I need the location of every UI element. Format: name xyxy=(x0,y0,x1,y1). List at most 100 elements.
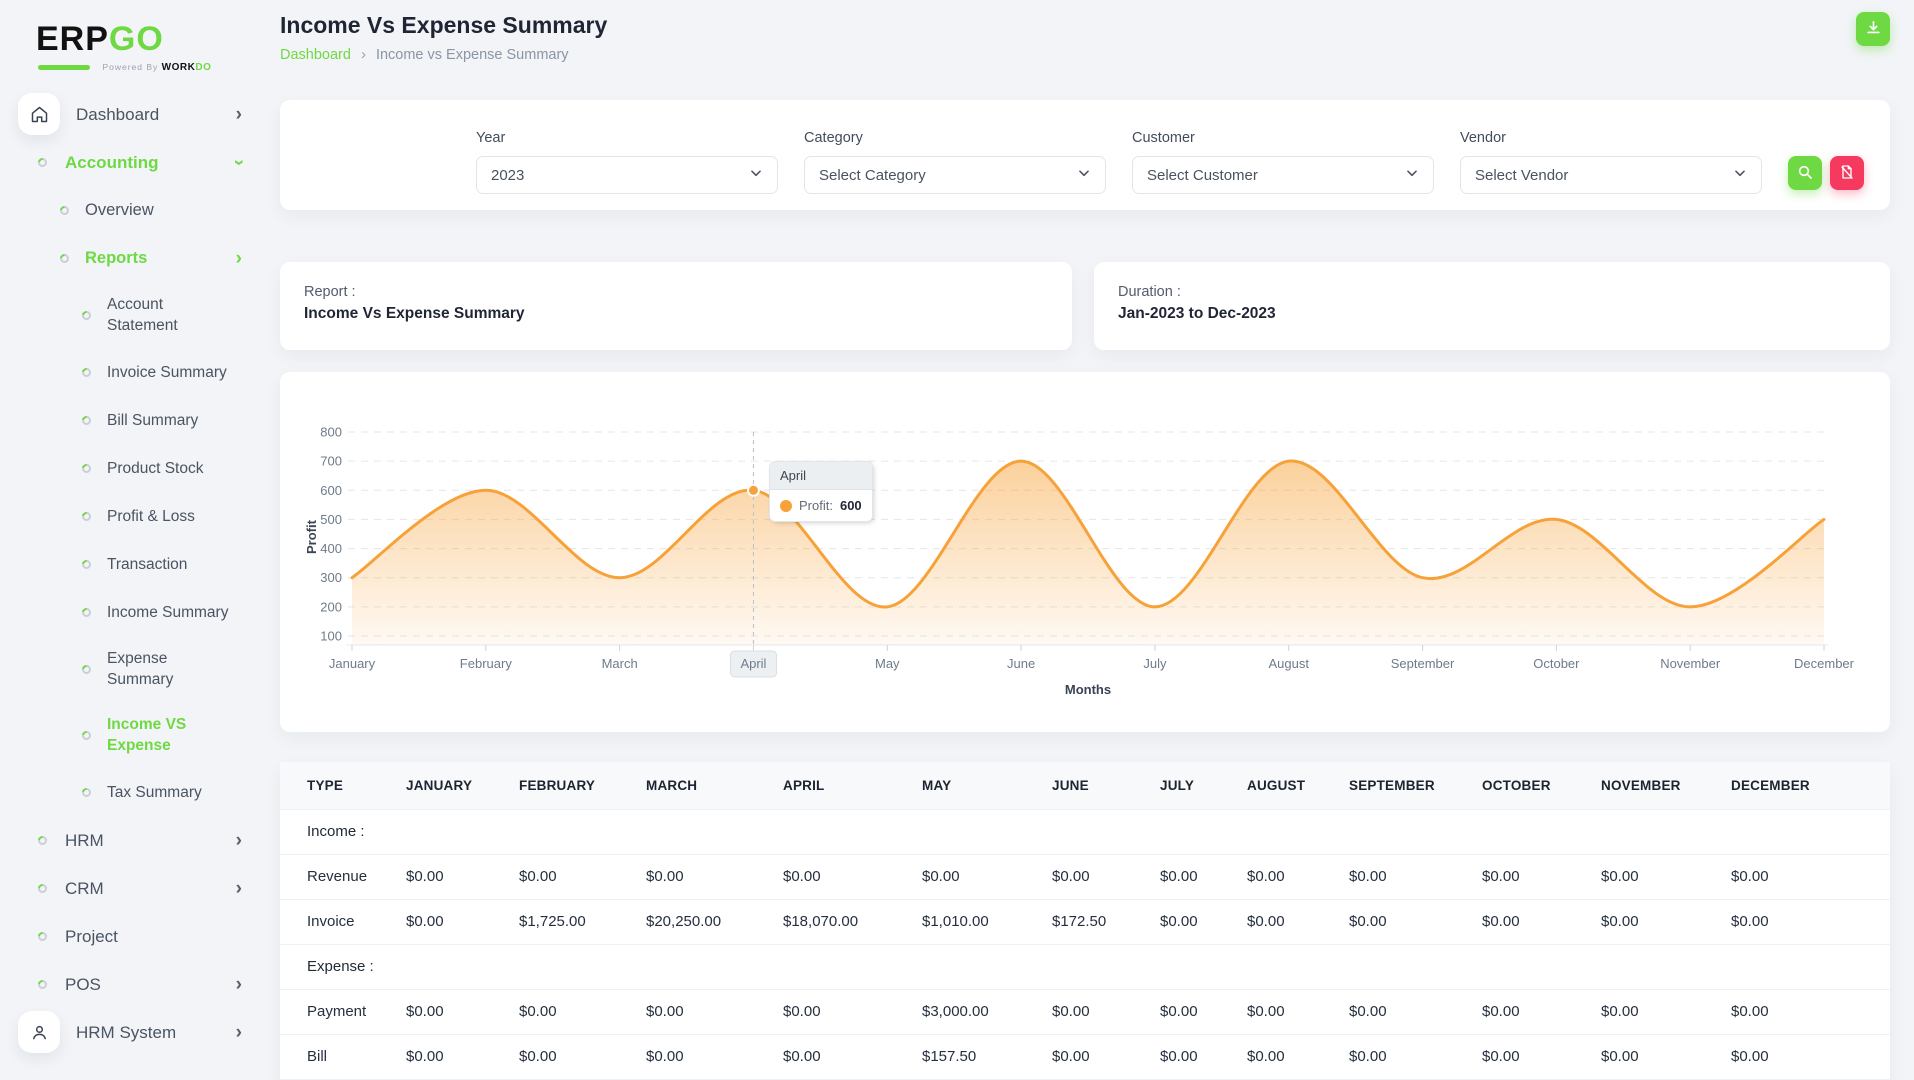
bullet-ring-icon xyxy=(80,557,93,571)
chart-tooltip: April Profit: 600 xyxy=(769,461,873,522)
customer-label: Customer xyxy=(1132,130,1195,146)
sidebar: ERPGO Powered By WORKDO Dashboard › Accoun… xyxy=(0,0,264,1080)
table-row-invoice: Invoice $0.00 $1,725.00 $20,250.00 $18,070.0… xyxy=(280,899,1890,945)
x-axis-label: December xyxy=(1794,656,1855,671)
svg-text:500: 500 xyxy=(320,512,342,527)
bullet-ring-icon xyxy=(36,833,49,847)
sidebar-item-tax-summary[interactable]: Tax Summary xyxy=(10,768,256,816)
sidebar-item-hrm-system[interactable]: HRM System › xyxy=(10,1008,256,1056)
bullet-ring-icon xyxy=(80,308,93,322)
column-header-october: OCTOBER xyxy=(1476,762,1595,810)
chevron-right-icon: › xyxy=(235,973,242,995)
svg-text:400: 400 xyxy=(320,541,342,556)
sidebar-item-project[interactable]: Project xyxy=(10,912,256,960)
sidebar-item-label: Income Summary xyxy=(107,603,229,621)
amount-cell: $0.00 xyxy=(400,989,513,1035)
bullet-ring-icon xyxy=(36,155,49,169)
bullet-ring-icon xyxy=(36,929,49,943)
amount-cell: $0.00 xyxy=(916,854,1046,900)
sidebar-item-label: CRM xyxy=(65,878,104,898)
sidebar-item-profit-loss[interactable]: Profit & Loss xyxy=(10,492,256,540)
amount-cell: $0.00 xyxy=(1476,1034,1595,1080)
amount-cell: $0.00 xyxy=(1241,989,1343,1035)
profit-chart-card: 800 700 600 500 400 300 200 100 January February M… xyxy=(280,372,1890,732)
amount-cell: $0.00 xyxy=(1046,989,1154,1035)
amount-cell: $0.00 xyxy=(1154,1034,1241,1080)
sidebar-item-dashboard[interactable]: Dashboard › xyxy=(10,90,256,138)
column-header-november: NOVEMBER xyxy=(1595,762,1725,810)
chevron-right-icon: › xyxy=(235,1021,242,1043)
filter-card: Year 2023 Category Select Category Custo… xyxy=(280,100,1890,210)
bullet-ring-icon xyxy=(80,728,93,742)
app-logo[interactable]: ERPGO Powered By WORKDO xyxy=(10,14,256,90)
sidebar-item-income-summary[interactable]: Income Summary xyxy=(10,588,256,636)
bullet-ring-icon xyxy=(80,365,93,379)
sidebar-item-reports[interactable]: Reports › xyxy=(10,234,256,282)
amount-cell: $3,000.00 xyxy=(916,989,1046,1035)
sidebar-nav: Dashboard › Accounting › Overview Reports › Acc… xyxy=(10,90,256,1056)
breadcrumb-dashboard-link[interactable]: Dashboard xyxy=(280,46,351,63)
sidebar-item-crm[interactable]: CRM › xyxy=(10,864,256,912)
x-axis-label: November xyxy=(1660,656,1721,671)
duration-label: Duration : xyxy=(1118,284,1181,300)
amount-cell: $157.50 xyxy=(916,1034,1046,1080)
profit-area-chart[interactable]: 800 700 600 500 400 300 200 100 January February M… xyxy=(280,372,1890,732)
section-row: Income : xyxy=(280,809,1890,855)
section-row: Expense : xyxy=(280,944,1890,990)
sidebar-item-pos[interactable]: POS › xyxy=(10,960,256,1008)
duration-card: Duration : Jan-2023 to Dec-2023 xyxy=(1094,262,1890,350)
x-axis-label: April xyxy=(740,656,766,671)
powered-by-text: Powered By WORKDO xyxy=(102,62,212,74)
sidebar-item-label: Income VS Expense xyxy=(107,716,187,754)
year-label: Year xyxy=(476,130,506,146)
tooltip-month: April xyxy=(770,462,872,490)
sidebar-item-income-vs-expense[interactable]: Income VS Expense xyxy=(10,702,256,768)
sidebar-item-label: Accounting xyxy=(65,152,159,172)
sidebar-item-accounting[interactable]: Accounting › xyxy=(10,138,256,186)
category-select[interactable]: Select Category xyxy=(804,156,1106,194)
x-axis-title: Months xyxy=(1065,682,1111,697)
customer-select[interactable]: Select Customer xyxy=(1132,156,1434,194)
column-header-september: SEPTEMBER xyxy=(1343,762,1476,810)
breadcrumb-current: Income vs Expense Summary xyxy=(375,46,569,63)
column-header-may: MAY xyxy=(916,762,1046,810)
sidebar-item-product-stock[interactable]: Product Stock xyxy=(10,444,256,492)
vendor-select[interactable]: Select Vendor xyxy=(1460,156,1762,194)
amount-cell: $172.50 xyxy=(1046,899,1154,945)
row-type: Bill xyxy=(280,1034,400,1080)
reset-filter-button[interactable] xyxy=(1830,156,1864,190)
apply-filter-button[interactable] xyxy=(1788,156,1822,190)
sidebar-item-invoice-summary[interactable]: Invoice Summary xyxy=(10,348,256,396)
chevron-down-icon xyxy=(1733,166,1747,184)
tooltip-series-label: Profit: xyxy=(799,498,833,513)
x-axis-label: February xyxy=(460,656,513,671)
row-type: Payment xyxy=(280,989,400,1035)
bullet-ring-icon xyxy=(58,251,71,265)
sidebar-item-label: Reports xyxy=(85,248,148,267)
y-axis-title: Profit xyxy=(304,519,319,554)
amount-cell: $0.00 xyxy=(640,989,777,1035)
sidebar-item-expense-summary[interactable]: Expense Summary xyxy=(10,636,256,702)
sidebar-item-transaction[interactable]: Transaction xyxy=(10,540,256,588)
download-button[interactable] xyxy=(1856,12,1890,46)
sidebar-item-label: Dashboard xyxy=(76,104,160,124)
sidebar-item-overview[interactable]: Overview xyxy=(10,186,256,234)
sidebar-item-label: POS xyxy=(65,974,101,994)
x-axis-label: September xyxy=(1391,656,1455,671)
sidebar-item-label: Overview xyxy=(85,200,154,219)
svg-text:300: 300 xyxy=(320,570,342,585)
page-head-left: Income Vs Expense Summary Dashboard › In… xyxy=(280,12,607,63)
home-icon xyxy=(18,93,60,135)
amount-cell: $0.00 xyxy=(1476,989,1595,1035)
sidebar-item-account-statement[interactable]: Account Statement xyxy=(10,282,256,348)
x-axis-label: October xyxy=(1533,656,1580,671)
sidebar-item-hrm[interactable]: HRM › xyxy=(10,816,256,864)
sidebar-item-label: Project xyxy=(65,926,118,946)
sidebar-item-bill-summary[interactable]: Bill Summary xyxy=(10,396,256,444)
amount-cell: $0.00 xyxy=(1725,854,1890,900)
amount-cell: $0.00 xyxy=(1046,854,1154,900)
year-select[interactable]: 2023 xyxy=(476,156,778,194)
amount-cell: $0.00 xyxy=(400,854,513,900)
column-header-june: JUNE xyxy=(1046,762,1154,810)
column-header-type: TYPE xyxy=(280,762,400,810)
